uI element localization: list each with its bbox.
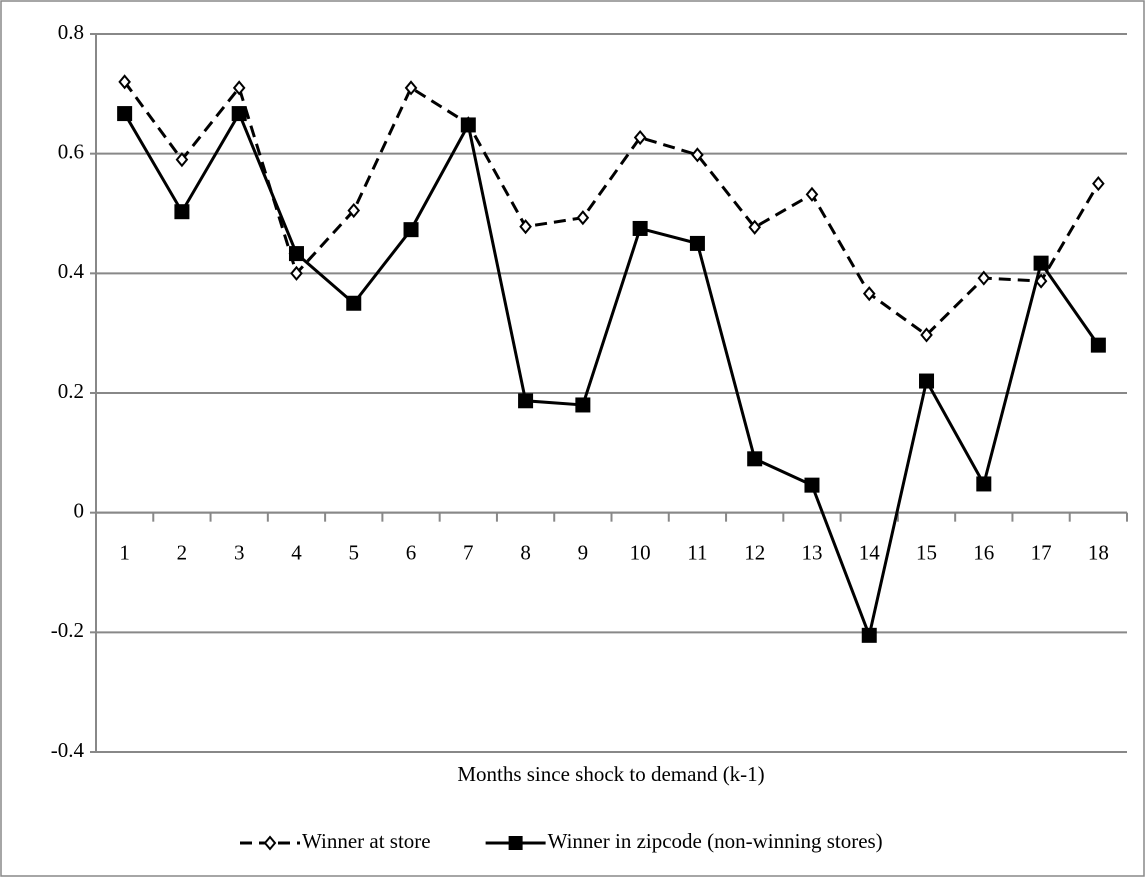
- point: [691, 147, 704, 163]
- point: [1092, 176, 1105, 192]
- legend-marker: [263, 835, 277, 851]
- point: [346, 295, 362, 311]
- point: [347, 202, 361, 219]
- point: [747, 451, 763, 467]
- x-axis-title: Months since shock to demand (k-1): [457, 762, 764, 786]
- x-tick-label: 11: [687, 540, 707, 564]
- point: [805, 186, 819, 202]
- point: [977, 270, 991, 286]
- x-tick-label: 4: [291, 540, 302, 564]
- point: [118, 74, 131, 90]
- x-tick-label: 8: [520, 540, 531, 564]
- x-tick-label: 18: [1088, 540, 1109, 564]
- y-tick-label: 0.4: [58, 259, 85, 283]
- x-tick-label: 14: [859, 540, 881, 564]
- point: [288, 246, 304, 262]
- point: [920, 327, 933, 343]
- x-tick-label: 17: [1031, 540, 1052, 564]
- y-tick-label: -0.2: [51, 618, 84, 642]
- y-tick-label: 0.8: [58, 20, 84, 44]
- point: [1090, 337, 1106, 353]
- point: [231, 106, 247, 122]
- x-tick-label: 1: [119, 540, 130, 564]
- point: [633, 129, 647, 146]
- point: [518, 393, 534, 409]
- point: [632, 220, 648, 236]
- point: [232, 80, 246, 96]
- y-tick-label: 0: [74, 498, 85, 522]
- point: [175, 152, 189, 168]
- x-tick-label: 12: [744, 540, 765, 564]
- legend-label: Winner in zipcode (non-winning stores): [548, 829, 883, 853]
- y-tick-label: -0.4: [51, 738, 85, 762]
- x-tick-label: 13: [801, 540, 822, 564]
- y-tick-label: 0.2: [58, 379, 84, 403]
- legend-label: Winner at store: [302, 829, 431, 853]
- x-tick-label: 5: [349, 540, 360, 564]
- point: [575, 397, 591, 413]
- x-tick-label: 6: [406, 540, 417, 564]
- point: [976, 476, 992, 492]
- point: [804, 477, 820, 493]
- point: [689, 235, 705, 251]
- x-tick-label: 7: [463, 540, 474, 564]
- x-tick-label: 9: [578, 540, 589, 564]
- point: [290, 265, 303, 281]
- series-line: [123, 80, 1100, 337]
- point: [861, 627, 877, 643]
- point: [1033, 255, 1049, 271]
- x-tick-label: 16: [973, 540, 994, 564]
- x-tick-label: 2: [177, 540, 188, 564]
- x-tick-label: 10: [630, 540, 651, 564]
- y-tick-label: 0.6: [58, 139, 84, 163]
- point: [404, 80, 418, 96]
- point: [919, 373, 935, 389]
- point: [862, 286, 876, 302]
- point: [117, 106, 133, 122]
- legend-marker: [508, 836, 523, 850]
- point: [576, 210, 590, 226]
- point: [519, 219, 532, 235]
- point: [174, 204, 190, 220]
- series-line: [123, 110, 1100, 641]
- x-tick-label: 15: [916, 540, 937, 564]
- x-tick-label: 3: [234, 540, 245, 564]
- point: [748, 219, 761, 235]
- point: [403, 222, 419, 238]
- point: [460, 117, 476, 133]
